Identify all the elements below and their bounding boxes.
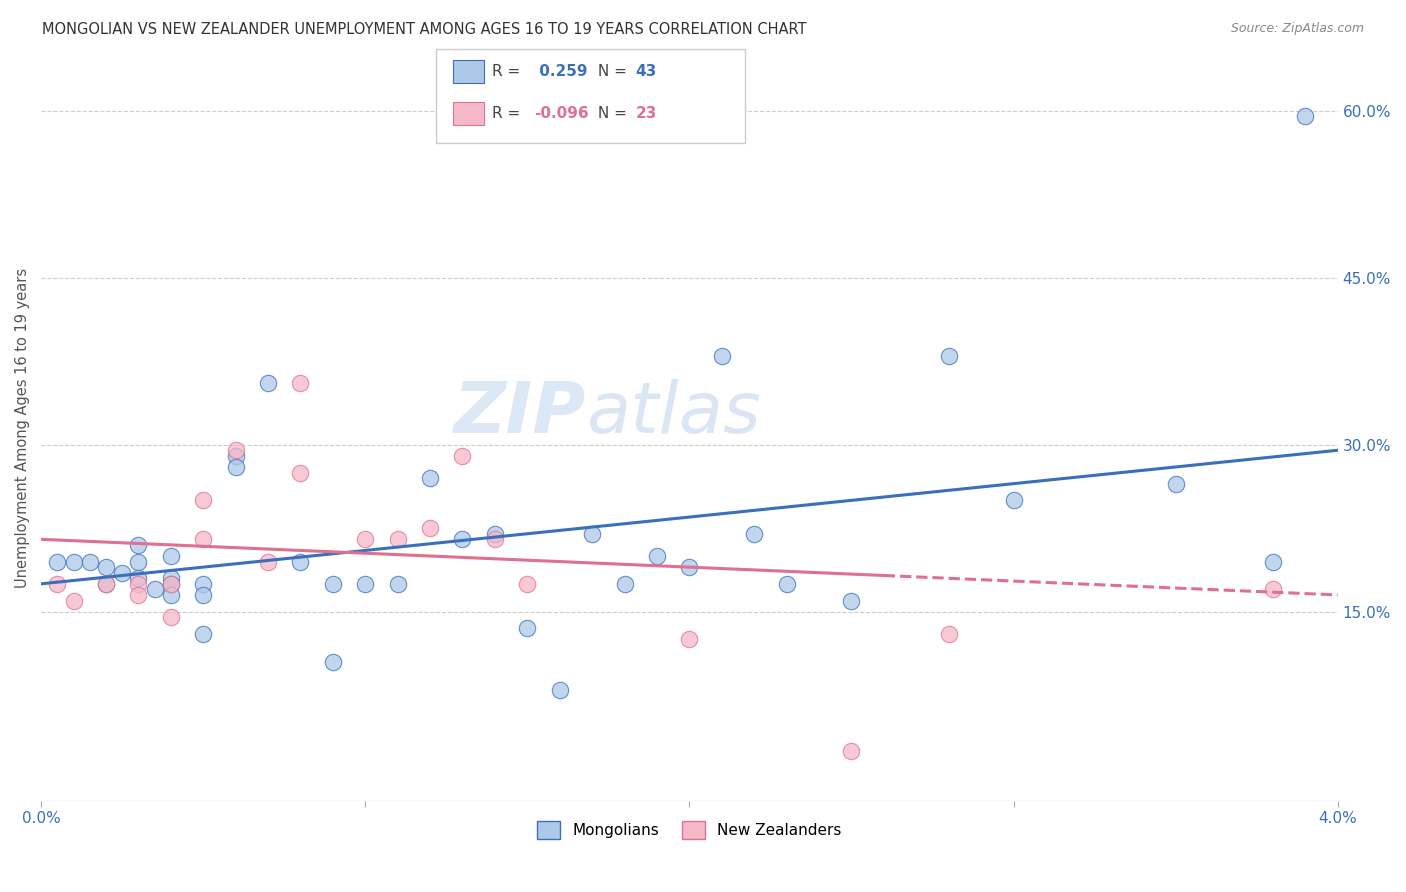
Point: [111, 566, 134, 580]
Point: [419, 471, 441, 485]
Point: [484, 533, 506, 547]
Point: [841, 744, 863, 758]
Point: [127, 555, 149, 569]
Text: 43: 43: [636, 64, 657, 78]
Point: [79, 555, 101, 569]
Point: [678, 632, 700, 647]
Point: [548, 682, 571, 697]
Point: [645, 549, 668, 563]
Point: [159, 577, 181, 591]
Point: [62, 593, 84, 607]
Point: [193, 533, 215, 547]
Point: [354, 533, 377, 547]
Point: [225, 449, 247, 463]
Point: [62, 555, 84, 569]
Point: [742, 526, 765, 541]
Point: [127, 571, 149, 585]
Text: Source: ZipAtlas.com: Source: ZipAtlas.com: [1230, 22, 1364, 36]
Point: [387, 577, 409, 591]
Point: [1164, 476, 1187, 491]
Text: N =: N =: [593, 106, 633, 120]
Point: [938, 627, 960, 641]
Point: [581, 526, 603, 541]
Point: [841, 593, 863, 607]
Point: [613, 577, 636, 591]
Point: [159, 588, 181, 602]
Point: [516, 577, 538, 591]
Point: [94, 577, 117, 591]
Point: [159, 549, 181, 563]
Point: [290, 466, 312, 480]
Point: [1294, 109, 1316, 123]
Text: MONGOLIAN VS NEW ZEALANDER UNEMPLOYMENT AMONG AGES 16 TO 19 YEARS CORRELATION CH: MONGOLIAN VS NEW ZEALANDER UNEMPLOYMENT …: [42, 22, 807, 37]
Point: [225, 443, 247, 458]
Point: [516, 621, 538, 635]
Point: [1261, 582, 1284, 597]
Point: [419, 521, 441, 535]
Y-axis label: Unemployment Among Ages 16 to 19 years: Unemployment Among Ages 16 to 19 years: [15, 268, 30, 588]
Point: [193, 493, 215, 508]
Point: [484, 526, 506, 541]
Point: [775, 577, 797, 591]
Text: ZIP: ZIP: [453, 378, 586, 448]
Point: [46, 577, 69, 591]
Point: [94, 577, 117, 591]
Point: [678, 560, 700, 574]
Point: [46, 555, 69, 569]
Point: [257, 376, 280, 391]
Point: [290, 555, 312, 569]
Text: -0.096: -0.096: [534, 106, 589, 120]
Point: [159, 577, 181, 591]
Point: [127, 538, 149, 552]
Point: [225, 460, 247, 475]
Point: [159, 610, 181, 624]
Point: [322, 577, 344, 591]
Point: [257, 555, 280, 569]
Text: N =: N =: [593, 64, 633, 78]
Point: [387, 533, 409, 547]
Text: 23: 23: [636, 106, 657, 120]
Point: [451, 533, 474, 547]
Text: R =: R =: [492, 64, 526, 78]
Legend: Mongolians, New Zealanders: Mongolians, New Zealanders: [531, 814, 848, 846]
Point: [159, 571, 181, 585]
Point: [451, 449, 474, 463]
Text: 0.259: 0.259: [534, 64, 588, 78]
Point: [938, 349, 960, 363]
Point: [193, 588, 215, 602]
Text: atlas: atlas: [586, 378, 761, 448]
Point: [1002, 493, 1025, 508]
Text: R =: R =: [492, 106, 526, 120]
Point: [354, 577, 377, 591]
Point: [193, 627, 215, 641]
Point: [193, 577, 215, 591]
Point: [127, 577, 149, 591]
Point: [710, 349, 733, 363]
Point: [322, 655, 344, 669]
Point: [127, 588, 149, 602]
Point: [290, 376, 312, 391]
Point: [94, 560, 117, 574]
Point: [1261, 555, 1284, 569]
Point: [143, 582, 166, 597]
